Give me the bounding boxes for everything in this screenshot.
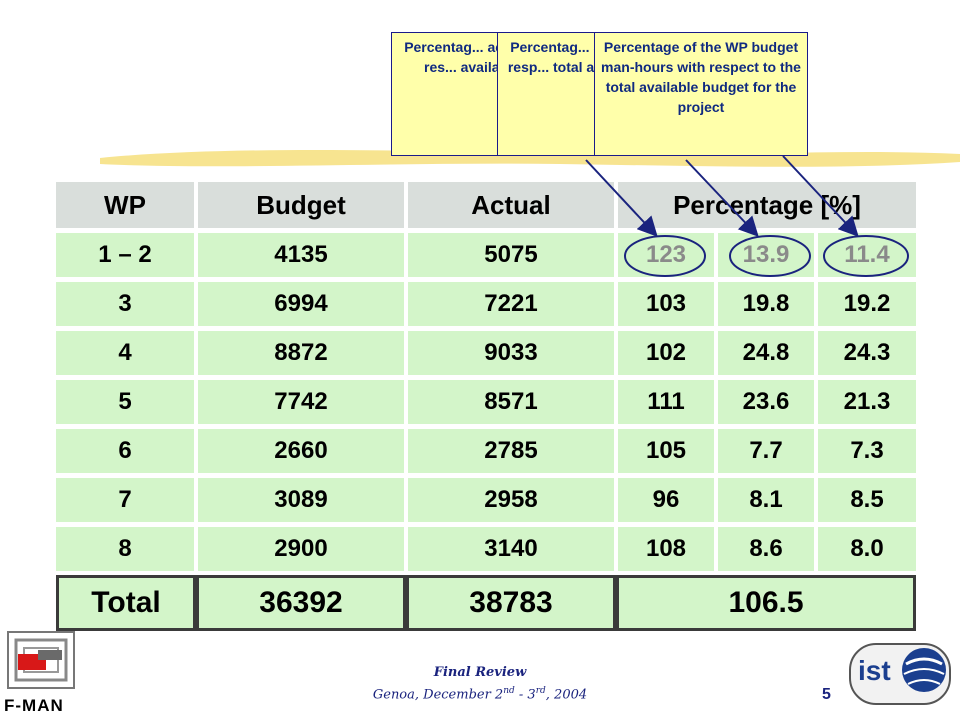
cell-budget: 2900 [198, 527, 404, 571]
total-percentage: 106.5 [616, 575, 916, 631]
header-actual: Actual [408, 182, 614, 228]
cell-wp: 3 [56, 282, 194, 326]
cell-percent-actual: 123 [618, 233, 714, 277]
cell-actual: 3140 [408, 527, 614, 571]
cell-percent-actual: 103 [618, 282, 714, 326]
cell-budget: 3089 [198, 478, 404, 522]
cell-percent-total-budget: 24.3 [818, 331, 916, 375]
cell-percent-total-actual: 19.8 [718, 282, 814, 326]
cell-percent-total-actual: 8.1 [718, 478, 814, 522]
total-actual: 38783 [406, 575, 616, 631]
cell-percent-total-actual: 13.9 [718, 233, 814, 277]
cell-actual: 8571 [408, 380, 614, 424]
cell-percent-total-budget: 19.2 [818, 282, 916, 326]
cell-percent-actual: 105 [618, 429, 714, 473]
cell-budget: 6994 [198, 282, 404, 326]
cell-actual: 2785 [408, 429, 614, 473]
cell-budget: 7742 [198, 380, 404, 424]
cell-percent-actual: 108 [618, 527, 714, 571]
f-man-logo-icon [7, 631, 75, 689]
cell-wp: 5 [56, 380, 194, 424]
cell-percent-total-actual: 8.6 [718, 527, 814, 571]
footer-subtitle: Genoa, December 2nd - 3rd, 2004 [372, 686, 588, 703]
header-percentage: Percentage [%] [618, 182, 916, 228]
total-label: Total [56, 575, 196, 631]
cell-percent-actual: 96 [618, 478, 714, 522]
cell-wp: 1 – 2 [56, 233, 194, 277]
header-budget: Budget [198, 182, 404, 228]
cell-wp: 4 [56, 331, 194, 375]
cell-wp: 7 [56, 478, 194, 522]
cell-actual: 5075 [408, 233, 614, 277]
cell-percent-total-actual: 7.7 [718, 429, 814, 473]
cell-percent-total-actual: 23.6 [718, 380, 814, 424]
svg-text:ist: ist [858, 655, 891, 686]
cell-percent-total-budget: 21.3 [818, 380, 916, 424]
total-budget: 36392 [196, 575, 406, 631]
cell-percent-total-budget: 11.4 [818, 233, 916, 277]
cell-budget: 4135 [198, 233, 404, 277]
f-man-logo-text: F-MAN [4, 696, 64, 715]
cell-percent-actual: 111 [618, 380, 714, 424]
cell-budget: 2660 [198, 429, 404, 473]
page-number: 5 [822, 686, 831, 703]
cell-budget: 8872 [198, 331, 404, 375]
cell-wp: 8 [56, 527, 194, 571]
cell-percent-total-budget: 7.3 [818, 429, 916, 473]
cell-percent-total-budget: 8.0 [818, 527, 916, 571]
cell-wp: 6 [56, 429, 194, 473]
cell-actual: 9033 [408, 331, 614, 375]
cell-actual: 2958 [408, 478, 614, 522]
cell-percent-actual: 102 [618, 331, 714, 375]
cell-actual: 7221 [408, 282, 614, 326]
footer-title: Final Review [433, 665, 527, 680]
callout-3: Percentage of the WP budget man-hours wi… [594, 32, 808, 156]
header-wp: WP [56, 182, 194, 228]
cell-percent-total-budget: 8.5 [818, 478, 916, 522]
cell-percent-total-actual: 24.8 [718, 331, 814, 375]
ist-logo-icon: ist [849, 643, 951, 705]
